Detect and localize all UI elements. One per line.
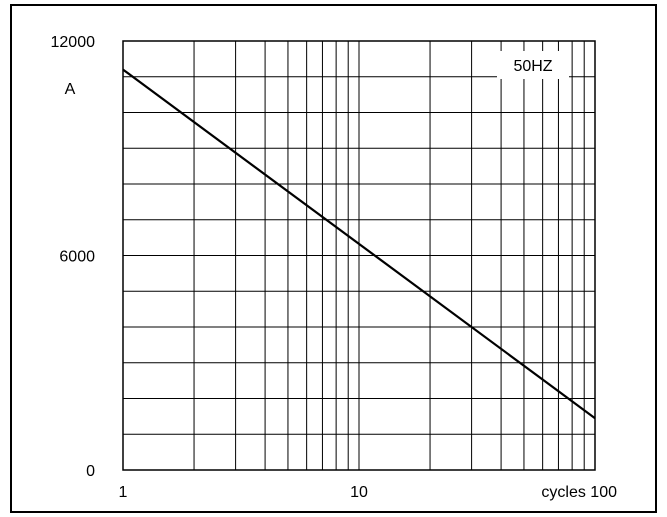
x-tick-label: cycles 100 xyxy=(541,484,617,501)
y-tick-label: 6000 xyxy=(59,249,95,266)
annotation-label: 50HZ xyxy=(513,58,552,75)
y-tick-label: 0 xyxy=(86,463,95,480)
x-tick-label: 10 xyxy=(350,484,368,501)
x-tick-label: 1 xyxy=(119,484,128,501)
grid xyxy=(122,40,596,471)
y-axis-label: A xyxy=(65,81,76,98)
y-tick-label: 12000 xyxy=(51,34,96,51)
plot-border xyxy=(122,40,596,471)
current-vs-cycles-chart: 50HZ 0 6000 12000 A 1 10 cycles 100 xyxy=(51,34,618,501)
series-line xyxy=(122,68,596,420)
annotation-box xyxy=(497,51,569,79)
chart-frame: 50HZ 0 6000 12000 A 1 10 cycles 100 xyxy=(10,4,657,513)
